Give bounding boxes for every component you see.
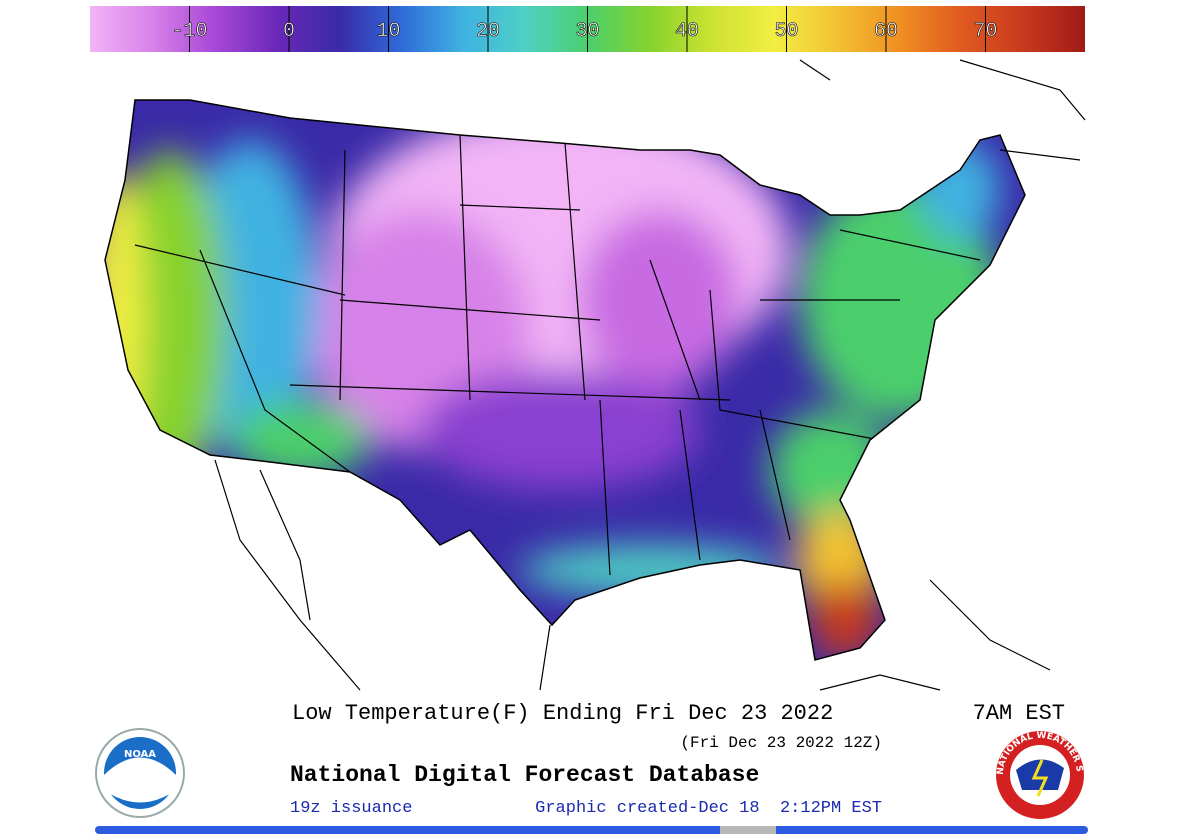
mild-region	[230, 400, 370, 480]
cold-region	[420, 370, 700, 490]
color-tick-label: 0	[283, 20, 295, 43]
warm-region	[105, 170, 145, 470]
source: National Digital Forecast Database	[290, 762, 759, 788]
color-tick-label: 70	[973, 20, 997, 43]
color-tick-label: 40	[675, 20, 699, 43]
temperature-map	[105, 100, 1025, 660]
logo-text: NOAA	[124, 749, 156, 760]
created: Graphic created-Dec 18 2:12PM EST	[535, 799, 882, 818]
scrollbar-track[interactable]	[95, 826, 1088, 834]
state-lines	[134, 134, 981, 576]
us-outline	[104, 99, 1026, 661]
neighbor-outlines	[214, 59, 1086, 691]
color-tick-label: 30	[575, 20, 599, 43]
color-tick-label: 50	[774, 20, 798, 43]
cold-region	[580, 210, 740, 390]
valid-time: 7AM EST	[973, 701, 1065, 726]
utc-time: (Fri Dec 23 2022 12Z)	[680, 734, 882, 752]
color-tick-label: 60	[874, 20, 898, 43]
issuance: 19z issuance	[290, 799, 412, 818]
coast-region	[520, 545, 780, 595]
mild-region	[920, 140, 1000, 240]
hot-region	[810, 580, 880, 660]
color-tick-label: 20	[476, 20, 500, 43]
scrollbar-thumb[interactable]	[720, 826, 776, 834]
color-tick-label: -10	[171, 20, 207, 43]
noaa-logo: NOAA	[95, 728, 185, 818]
color-tick-label: 10	[376, 20, 400, 43]
map-title: Low Temperature(F) Ending Fri Dec 23 202…	[292, 701, 833, 726]
